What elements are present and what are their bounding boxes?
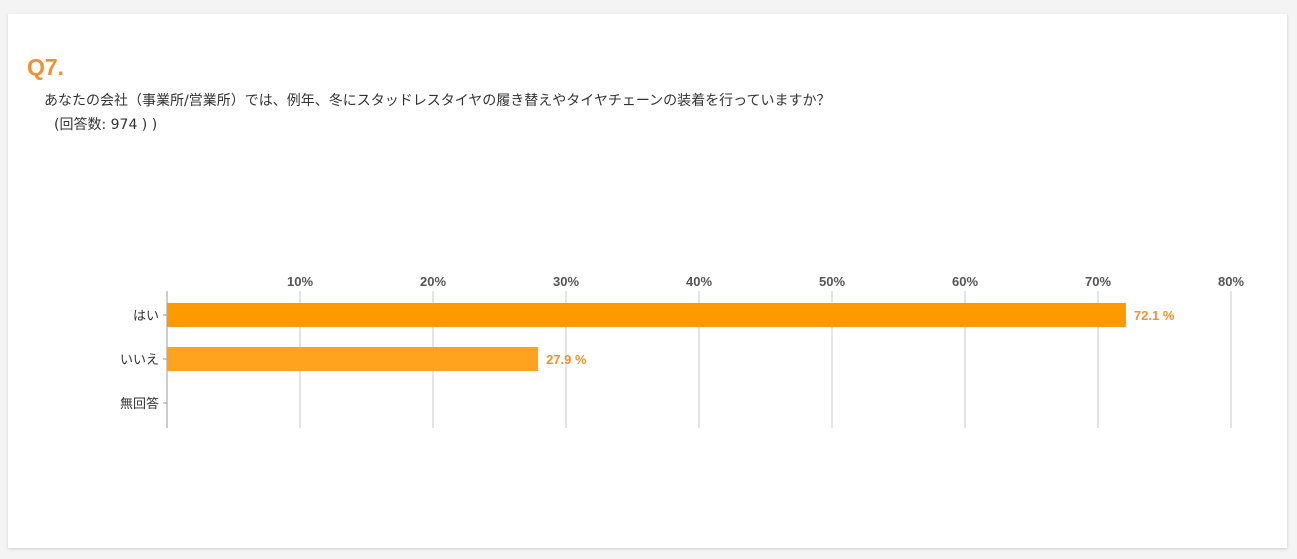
x-tick-label: 30% [553,274,579,289]
x-tick-label: 10% [287,274,313,289]
x-tick-label: 50% [819,274,845,289]
x-tick-label: 80% [1218,274,1244,289]
response-count: (回答数: 974 ) ) [54,117,158,133]
x-tick-label: 70% [1085,274,1111,289]
category-label: 無回答 [120,396,159,412]
x-tick-label: 20% [420,274,446,289]
category-label: いいえ [120,353,159,368]
x-tick-label: 60% [952,274,978,289]
data-label: 27.9 % [546,352,587,367]
question-text: あなたの会社（事業所/営業所）では、例年、冬にスタッドレスタイヤの履き替えやタイ… [44,93,831,109]
question-card: Q7. あなたの会社（事業所/営業所）では、例年、冬にスタッドレスタイヤの履き替… [8,14,1287,548]
data-label: 72.1 % [1134,308,1175,323]
question-number: Q7. [27,54,65,80]
category-label: はい [133,309,159,324]
bar [167,303,1126,327]
bar [167,347,539,371]
x-tick-label: 40% [686,274,712,289]
